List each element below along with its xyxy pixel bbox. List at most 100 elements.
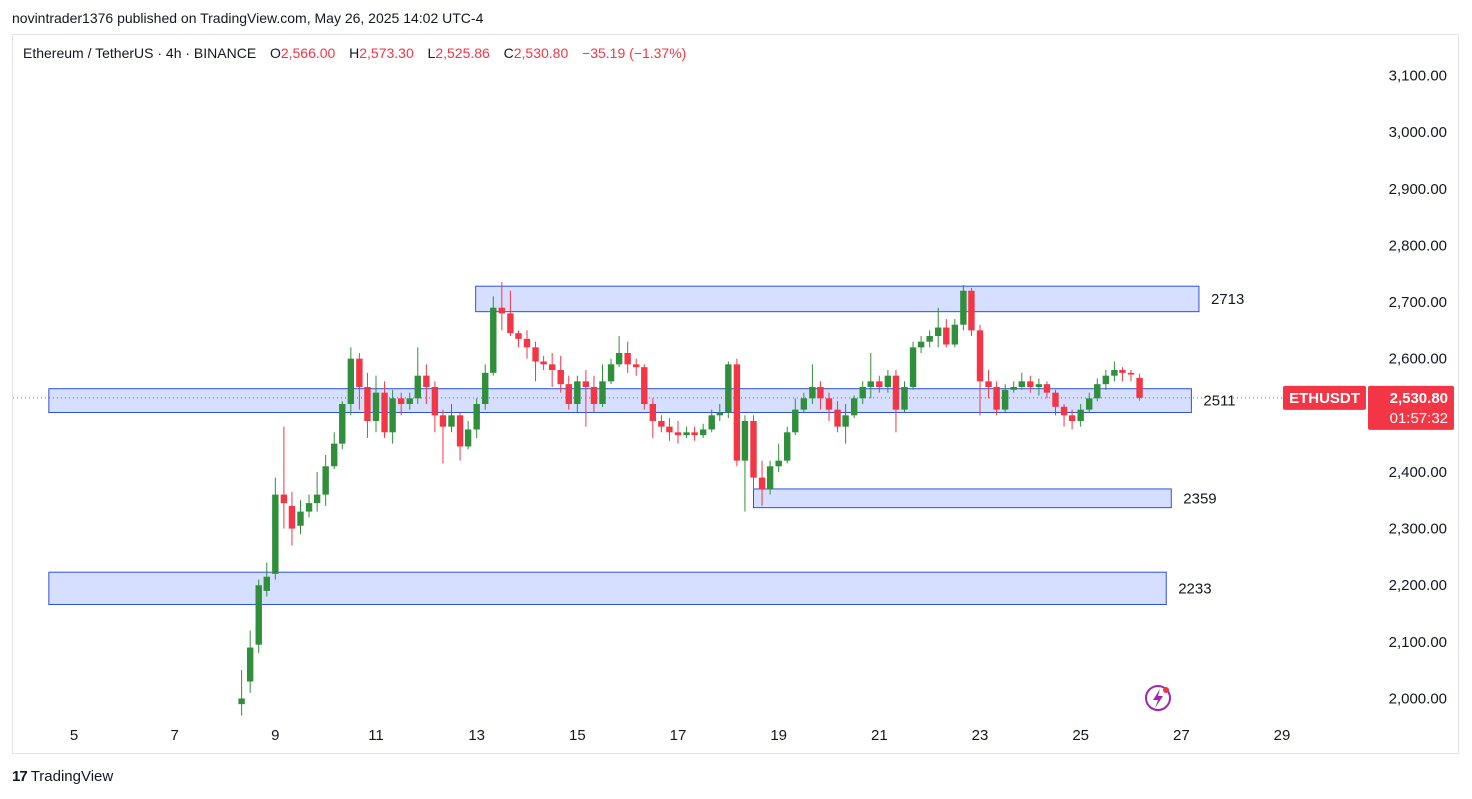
candle-body bbox=[850, 398, 858, 416]
candle-body bbox=[876, 381, 883, 387]
zone-label-2359: 2359 bbox=[1183, 490, 1216, 507]
candle-body bbox=[917, 341, 925, 348]
candle-body bbox=[456, 415, 464, 447]
candle-body bbox=[615, 353, 623, 365]
candle-body bbox=[246, 647, 254, 682]
candle-body bbox=[683, 432, 690, 436]
candle-body bbox=[649, 403, 657, 421]
candle-body bbox=[322, 466, 329, 495]
candle-body bbox=[448, 415, 455, 427]
candle-body bbox=[766, 466, 774, 489]
symbol-label[interactable]: Ethereum / TetherUS · 4h · BINANCE bbox=[23, 45, 257, 61]
candle-body bbox=[372, 392, 380, 421]
published-byline: novintrader1376 published on TradingView… bbox=[12, 10, 484, 26]
x-tick-label: 27 bbox=[1173, 727, 1190, 744]
x-tick-label: 11 bbox=[368, 727, 384, 744]
zone-label-2511: 2511 bbox=[1203, 393, 1235, 410]
y-tick-label: 2,600.00 bbox=[1389, 351, 1447, 368]
candle-body bbox=[800, 398, 808, 410]
candle-body bbox=[943, 327, 950, 345]
tradingview-logo-text: TradingView bbox=[30, 768, 114, 785]
y-tick-label: 3,100.00 bbox=[1389, 68, 1447, 85]
close-label: C bbox=[503, 45, 514, 61]
chart-frame[interactable] bbox=[12, 34, 1459, 754]
zone-2233[interactable] bbox=[48, 571, 1167, 605]
candle-body bbox=[498, 307, 506, 314]
candle-body bbox=[817, 387, 824, 399]
x-tick-label: 19 bbox=[770, 727, 787, 744]
candle-body bbox=[263, 576, 270, 591]
candle-body bbox=[607, 364, 615, 382]
candle-body bbox=[792, 409, 799, 433]
zone-2511[interactable] bbox=[48, 388, 1192, 413]
candle-body bbox=[750, 420, 757, 478]
candle-body bbox=[658, 420, 665, 427]
candle-body bbox=[809, 387, 816, 399]
candle-body bbox=[1043, 384, 1051, 393]
x-tick-label: 17 bbox=[670, 727, 687, 744]
candle-body bbox=[758, 477, 766, 489]
x-tick-label: 21 bbox=[871, 727, 888, 744]
candle-body bbox=[1094, 384, 1101, 399]
candle-body bbox=[733, 364, 741, 461]
candle-body bbox=[305, 503, 313, 512]
x-tick-label: 7 bbox=[170, 727, 178, 744]
y-tick-label: 2,200.00 bbox=[1389, 577, 1447, 594]
zone-label-2233: 2233 bbox=[1178, 580, 1211, 597]
candle-body bbox=[909, 347, 917, 387]
y-tick-label: 2,800.00 bbox=[1389, 237, 1447, 254]
zone-2713[interactable] bbox=[475, 285, 1200, 313]
candle-body bbox=[482, 372, 489, 404]
candle-body bbox=[976, 330, 984, 382]
candle-body bbox=[599, 381, 606, 404]
candle-body bbox=[406, 398, 413, 404]
symbol-tag-label: ETHUSDT bbox=[1289, 390, 1360, 407]
tradingview-footer[interactable]: 17 TradingView bbox=[12, 768, 113, 785]
tradingview-logo-icon: 17 bbox=[12, 768, 28, 785]
ohlc-legend: Ethereum / TetherUS · 4h · BINANCE O2,56… bbox=[23, 45, 686, 61]
candle-body bbox=[775, 460, 782, 467]
x-tick-label: 25 bbox=[1072, 727, 1089, 744]
candle-body bbox=[473, 403, 480, 430]
candle-body bbox=[624, 353, 631, 365]
candle-body bbox=[985, 381, 992, 387]
candle-body bbox=[397, 398, 405, 404]
candle-body bbox=[389, 398, 396, 433]
candle-body bbox=[532, 347, 539, 362]
x-tick-label: 5 bbox=[70, 727, 78, 744]
zone-2359[interactable] bbox=[753, 488, 1172, 509]
high-value: 2,573.30 bbox=[359, 45, 414, 61]
candle-body bbox=[347, 358, 355, 404]
candle-body bbox=[834, 409, 841, 427]
candle-body bbox=[725, 364, 732, 413]
candle-body bbox=[699, 429, 707, 436]
candle-body bbox=[951, 324, 959, 345]
candle-body bbox=[540, 361, 547, 365]
zone-label-2713: 2713 bbox=[1211, 291, 1244, 308]
y-tick-label: 2,300.00 bbox=[1389, 521, 1447, 538]
candle-body bbox=[255, 585, 262, 645]
candle-body bbox=[381, 392, 388, 433]
candle-body bbox=[238, 698, 245, 705]
candle-body bbox=[884, 375, 892, 387]
candle-body bbox=[1018, 381, 1025, 387]
candle-body bbox=[825, 398, 833, 410]
price-tag-countdown: 01:57:32 bbox=[1390, 410, 1448, 427]
x-tick-label: 29 bbox=[1274, 727, 1291, 744]
candle-body bbox=[431, 387, 439, 416]
candle-body bbox=[557, 370, 564, 385]
candle-body bbox=[464, 429, 472, 447]
candle-body bbox=[1119, 370, 1126, 373]
candle-body bbox=[1127, 372, 1135, 375]
open-label: O bbox=[269, 45, 281, 61]
candle-body bbox=[272, 494, 279, 574]
candle-body bbox=[784, 432, 791, 461]
candle-body bbox=[641, 367, 648, 404]
candle-body bbox=[548, 364, 556, 371]
candle-body bbox=[901, 387, 908, 410]
candle-body bbox=[674, 432, 682, 436]
candle-body bbox=[1086, 398, 1093, 410]
candle-body bbox=[1102, 375, 1110, 385]
lightning-icon[interactable] bbox=[1145, 685, 1171, 711]
